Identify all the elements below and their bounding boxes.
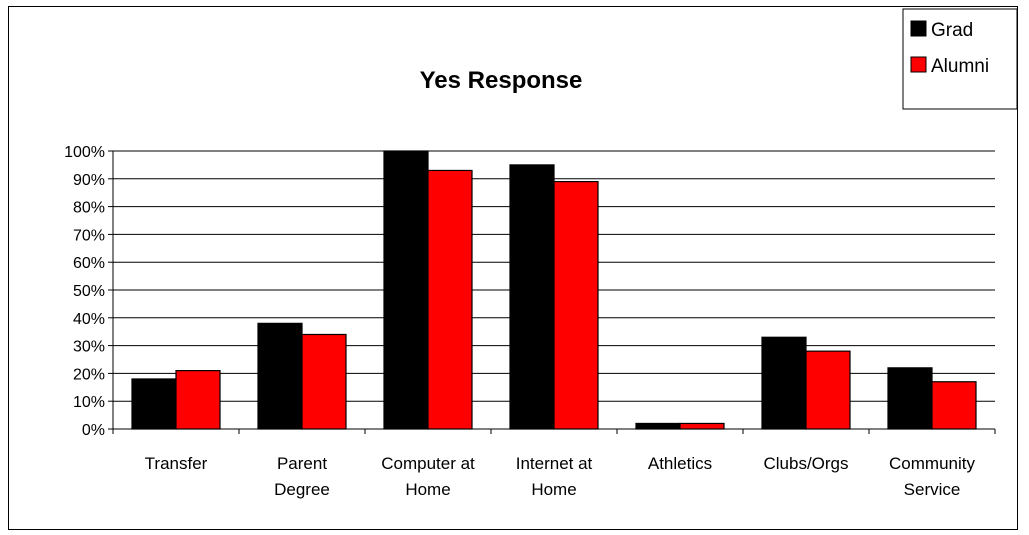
bar-chart: Yes Response 0% 10% 20% 30% 40% 50% 60% 70% 80% 9…: [64, 8, 1018, 499]
bar-alumni: [427, 169, 473, 430]
bar-grad: [887, 367, 933, 430]
bar-alumni: [553, 180, 599, 430]
legend-label-alumni: Alumni: [931, 56, 989, 77]
x-category-label: Parent Degree: [274, 454, 330, 499]
x-category-label: Internet at Home: [516, 454, 593, 499]
x-category-label: Athletics: [648, 454, 712, 473]
bar-grad: [509, 164, 555, 430]
bar-alumni: [805, 350, 851, 430]
y-tick-labels: 0% 10% 20% 30% 40% 50% 60% 70% 80% 90% 100%: [64, 144, 105, 439]
axes: [108, 150, 996, 434]
bar-grad: [257, 322, 303, 430]
legend: Grad Alumni: [902, 8, 1018, 110]
y-tick-label: 10%: [73, 394, 105, 411]
chart-frame: Yes Response 0% 10% 20% 30% 40% 50% 60% 70% 80% 9…: [8, 6, 1018, 530]
y-tick-label: 90%: [73, 172, 105, 189]
x-category-label: Computer at Home: [381, 454, 475, 499]
y-tick-label: 40%: [73, 311, 105, 328]
y-tick-label: 50%: [73, 283, 105, 300]
bar-grad: [383, 150, 429, 430]
x-category-label: Clubs/Orgs: [763, 454, 848, 473]
bar-grad: [761, 336, 807, 430]
legend-swatch-alumni: [910, 56, 927, 73]
bar-grad: [635, 422, 681, 430]
x-category-labels: Transfer Parent Degree Computer at Home Inter…: [145, 454, 976, 499]
y-tick-label: 20%: [73, 366, 105, 383]
bar-alumni: [679, 422, 725, 430]
y-tick-label: 70%: [73, 227, 105, 244]
bar-alumni: [931, 381, 977, 430]
legend-label-grad: Grad: [931, 20, 973, 41]
y-tick-label: 100%: [64, 144, 105, 161]
bar-alumni: [301, 333, 347, 430]
x-category-label: Transfer: [145, 454, 208, 473]
x-category-label: Community Service: [889, 454, 975, 499]
legend-swatch-grad: [910, 20, 927, 37]
y-tick-label: 0%: [82, 422, 105, 439]
y-tick-label: 60%: [73, 255, 105, 272]
bar-alumni: [175, 370, 221, 430]
y-tick-label: 30%: [73, 339, 105, 356]
chart-title: Yes Response: [420, 67, 583, 94]
bar-grad: [131, 378, 177, 430]
y-tick-label: 80%: [73, 200, 105, 217]
